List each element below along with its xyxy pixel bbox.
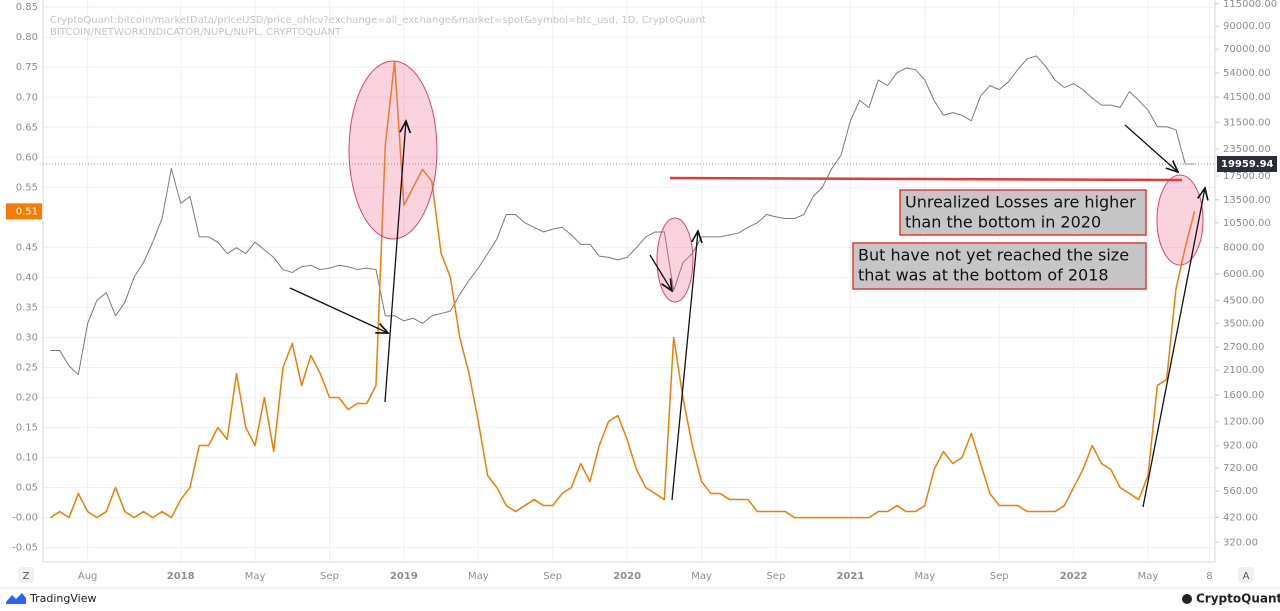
y2-tick-label: 420.00 [1223, 512, 1258, 523]
y2-tick-label: 10500.00 [1223, 218, 1271, 229]
zoom-button[interactable] [18, 567, 34, 583]
y2-tick-label: 6000.00 [1223, 269, 1264, 280]
y2-tick-label: 13500.00 [1223, 195, 1271, 206]
y-tick-label: 0.75 [16, 62, 38, 73]
annotation-text: than the bottom in 2020 [905, 213, 1101, 232]
x-tick-label: 8 [1206, 571, 1212, 582]
annotation-box [852, 242, 1147, 290]
x-tick-label: 2019 [390, 571, 418, 582]
x-tick-label: May [468, 571, 489, 582]
arrow [649, 254, 672, 291]
y2-tick-label: 720.00 [1223, 463, 1258, 474]
y-tick-label: 0.80 [16, 32, 38, 43]
y-tick-label: 0.85 [16, 2, 38, 13]
x-tick-label: May [691, 571, 712, 582]
y2-tick-label: 920.00 [1223, 441, 1258, 452]
y-tick-label: 0.70 [16, 92, 38, 103]
y2-tick-label: 8000.00 [1223, 243, 1264, 254]
y2-tick-label: 17500.00 [1223, 171, 1271, 182]
arrow [384, 121, 406, 403]
y2-tick-label: 70000.00 [1223, 44, 1271, 55]
cryptoquant-logo [1182, 594, 1192, 604]
arrow [1124, 124, 1178, 172]
y2-tick-label: 1600.00 [1223, 390, 1264, 401]
x-tick-label: May [914, 571, 935, 582]
y2-tick-label: 2700.00 [1223, 342, 1264, 353]
annotation-text: But have not yet reached the size [858, 246, 1129, 265]
y2-tick-label: 3500.00 [1223, 318, 1264, 329]
y2-tick-label: 41500.00 [1223, 92, 1271, 103]
highlight-ellipse [656, 217, 694, 303]
current-value-label: 19959.94 [1221, 159, 1274, 170]
y-tick-label: -0.00 [12, 513, 38, 524]
x-tick-label: 2021 [836, 571, 864, 582]
arrow [289, 287, 388, 333]
level-line [669, 176, 1183, 182]
y2-tick-label: 320.00 [1223, 537, 1258, 548]
series-line [50, 60, 1196, 519]
annotation-text: Unrealized Losses are higher [905, 193, 1136, 212]
x-tick-label: 2018 [167, 571, 195, 582]
arrow [671, 231, 698, 501]
grid [43, 0, 1215, 562]
y2-tick-label: 54000.00 [1223, 68, 1271, 79]
x-tick-label: Sep [767, 571, 786, 582]
x-tick-label: 2020 [613, 571, 641, 582]
current-value-box [6, 203, 42, 220]
x-tick-label: Aug [78, 571, 98, 582]
auto-button[interactable] [1238, 567, 1254, 583]
y-tick-label: 0.35 [16, 302, 38, 313]
plot [43, 55, 1215, 519]
y2-tick-label: 4500.00 [1223, 295, 1264, 306]
y2-tick-label: 23500.00 [1223, 144, 1271, 155]
annotation-drawings: Unrealized Losses are higher than the bo… [289, 60, 1205, 508]
arrow [1142, 188, 1205, 508]
y-tick-label: 0.30 [16, 332, 38, 343]
tradingview-logo [6, 593, 26, 604]
y-tick-label: 0.25 [16, 362, 38, 373]
x-tick-label: Sep [990, 571, 1009, 582]
current-value-label: 0.51 [16, 206, 38, 217]
legend-entry: BITCOIN/NETWORKINDICATOR/NUPL/NUPL, CRYP… [50, 27, 342, 38]
x-tick-label: 2022 [1060, 571, 1088, 582]
auto-button-label[interactable]: A [1243, 571, 1250, 582]
series-line [50, 55, 1195, 376]
y-tick-label: 0.10 [16, 453, 38, 464]
annotation-box [899, 189, 1147, 236]
zoom-button-label[interactable]: Z [23, 571, 30, 582]
arrows [289, 121, 1205, 508]
current-value-box [1217, 156, 1277, 173]
footer-brand: CryptoQuant [1196, 592, 1280, 606]
y2-tick-label: 31500.00 [1223, 117, 1271, 128]
y-tick-label: 0.45 [16, 242, 38, 253]
y2-tick-label: 1200.00 [1223, 416, 1264, 427]
x-tick-label: May [1138, 571, 1159, 582]
y-tick-label: 0.60 [16, 152, 38, 163]
annotation-text: that was at the bottom of 2018 [858, 266, 1109, 285]
y2-tick-label: 2100.00 [1223, 365, 1264, 376]
y2-tick-label: 115000.00 [1223, 0, 1277, 10]
y-tick-label: 0.15 [16, 423, 38, 434]
x-tick-label: Sep [320, 571, 339, 582]
x-tick-label: May [245, 571, 266, 582]
footer-brand: TradingView [29, 592, 96, 605]
y-tick-label: 0.65 [16, 122, 38, 133]
y2-tick-label: 90000.00 [1223, 21, 1271, 32]
axes: -0.05 -0.00 0.05 0.10 0.15 0.20 0.25 0.30 0.35 0.… [12, 0, 1277, 582]
y-tick-label: -0.05 [12, 543, 38, 554]
y-tick-label: 0.20 [16, 392, 38, 403]
y-tick-label: 0.40 [16, 272, 38, 283]
legend-entry: CryptoQuant:bitcoin/marketData/priceUSD/… [50, 15, 706, 26]
highlight-ellipse [348, 60, 438, 240]
y2-tick-label: 560.00 [1223, 486, 1258, 497]
x-tick-label: Sep [543, 571, 562, 582]
y-tick-label: 0.55 [16, 182, 38, 193]
y-tick-label: 0.05 [16, 483, 38, 494]
highlight-ellipse [1156, 174, 1204, 266]
